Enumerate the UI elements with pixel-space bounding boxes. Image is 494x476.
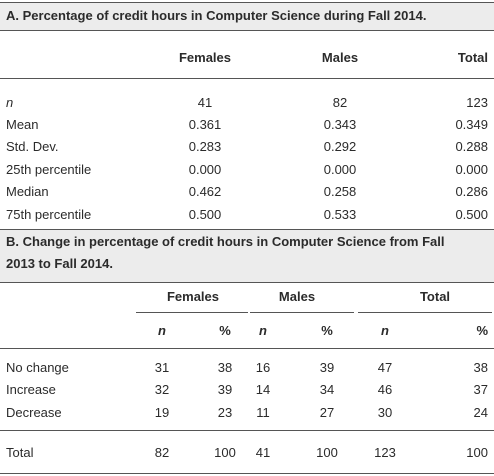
cell: 0.533 (323, 207, 357, 222)
cell: 0.292 (323, 139, 357, 154)
rule (250, 312, 354, 313)
cell: 34 (319, 382, 335, 397)
section-title: B. Change in percentage of credit hours … (6, 234, 445, 249)
cell: 0.349 (455, 117, 488, 132)
section-title: A. Percentage of credit hours in Compute… (6, 8, 427, 23)
cell: 30 (377, 405, 393, 420)
cell: 31 (154, 360, 170, 375)
cell: 0.258 (323, 184, 357, 199)
cell: 23 (217, 405, 233, 420)
cell: 39 (319, 360, 335, 375)
rule (358, 312, 492, 313)
group-header: Males (278, 289, 316, 304)
row-label: Increase (6, 382, 56, 397)
cell: 46 (377, 382, 393, 397)
cell: 82 (154, 445, 170, 460)
cell: 24 (473, 405, 488, 420)
rule (0, 430, 494, 431)
cell: 32 (154, 382, 170, 397)
cell: 0.283 (188, 139, 222, 154)
cell: 47 (377, 360, 393, 375)
column-header: Total (457, 50, 488, 65)
title-band (0, 2, 494, 30)
rule (0, 348, 494, 349)
cell: 19 (154, 405, 170, 420)
cell: 100 (214, 445, 236, 460)
row-label: Total (6, 445, 34, 460)
cell: 41 (255, 445, 271, 460)
cell: 0.361 (188, 117, 222, 132)
cell: 38 (217, 360, 233, 375)
cell: 41 (197, 95, 213, 110)
rule (0, 229, 494, 230)
cell: 0.288 (455, 139, 488, 154)
cell: 11 (256, 405, 270, 420)
rule (0, 78, 494, 79)
cell: 82 (332, 95, 348, 110)
cell: 16 (255, 360, 271, 375)
rule (136, 312, 248, 313)
row-label: Std. Dev. (6, 139, 59, 154)
cell: 0.000 (188, 162, 222, 177)
column-header: Males (321, 50, 359, 65)
section-title: 2013 to Fall 2014. (6, 256, 113, 271)
cell: 123 (466, 95, 488, 110)
cell: 27 (319, 405, 335, 420)
title-band (0, 229, 494, 282)
row-label: n (6, 95, 14, 110)
rule (0, 2, 494, 3)
row-label: Mean (6, 117, 39, 132)
row-label: 75th percentile (6, 207, 92, 222)
sub-header: n (381, 323, 389, 338)
cell: 0.462 (188, 184, 222, 199)
cell: 0.500 (188, 207, 222, 222)
cell: 0.000 (323, 162, 357, 177)
cell: 38 (473, 360, 488, 375)
group-header: Females (166, 289, 220, 304)
row-label: Decrease (6, 405, 62, 420)
cell: 123 (374, 445, 396, 460)
group-header: Total (419, 289, 451, 304)
sub-header: % (476, 323, 488, 338)
cell: 37 (473, 382, 488, 397)
cell: 39 (217, 382, 233, 397)
cell: 0.286 (455, 184, 488, 199)
cell: 100 (466, 445, 488, 460)
column-header: Females (178, 50, 232, 65)
sub-header: n (259, 323, 267, 338)
sub-header: % (219, 323, 231, 338)
rule (0, 282, 494, 283)
rule (0, 30, 494, 31)
cell: 0.000 (455, 162, 488, 177)
cell: 0.343 (323, 117, 357, 132)
row-label: No change (6, 360, 69, 375)
cell: 14 (255, 382, 271, 397)
sub-header: % (321, 323, 333, 338)
cell: 0.500 (455, 207, 488, 222)
sub-header: n (158, 323, 166, 338)
rule (0, 473, 494, 474)
row-label: 25th percentile (6, 162, 92, 177)
cell: 100 (316, 445, 338, 460)
row-label: Median (6, 184, 49, 199)
